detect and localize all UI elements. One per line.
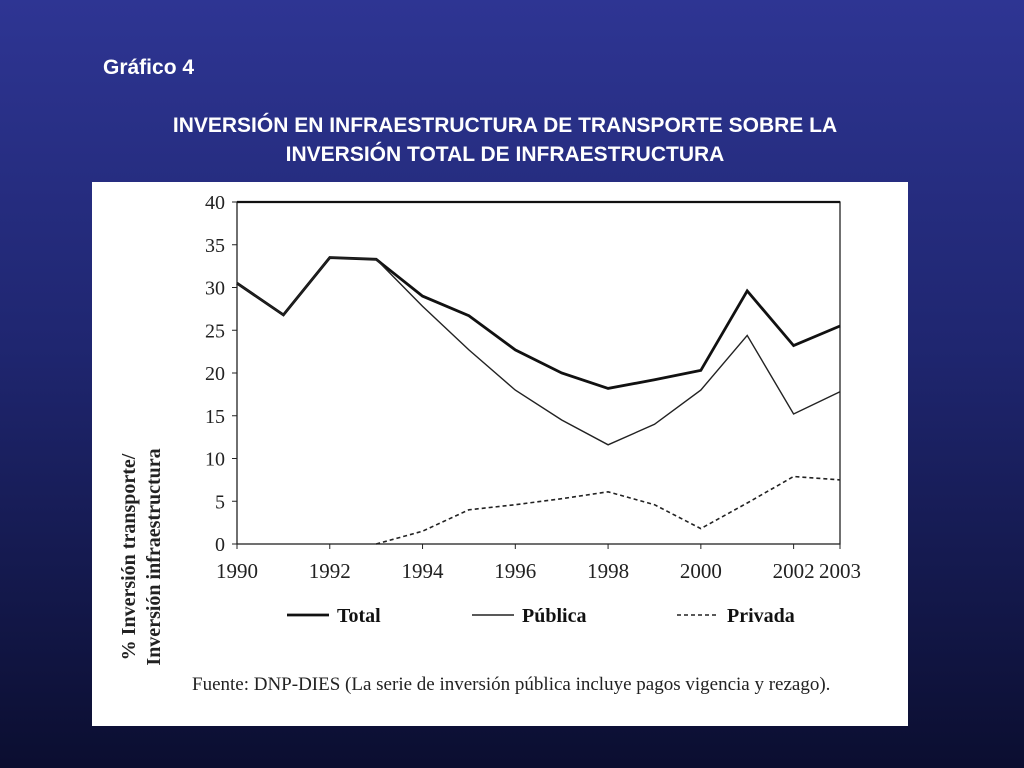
x-tick-label: 2000 — [680, 559, 722, 583]
y-tick-label: 40 — [205, 192, 225, 214]
y-tick-label: 30 — [205, 278, 225, 300]
x-tick-label: 1992 — [309, 559, 351, 583]
chart-title-line2: INVERSIÓN TOTAL DE INFRAESTRUCTURA — [285, 143, 725, 166]
x-tick-label: 2003 — [819, 559, 861, 583]
series-line-pública — [236, 256, 841, 446]
y-tick-label: 0 — [215, 534, 225, 556]
line-chart: % Inversión transporte/ Inversión infrae… — [118, 192, 861, 695]
y-axis-title-line2: Inversión infraestructura — [143, 448, 165, 665]
y-tick-label: 15 — [205, 406, 225, 428]
y-tick-label: 10 — [205, 449, 225, 471]
chart-panel: % Inversión transporte/ Inversión infrae… — [92, 182, 908, 726]
x-tick-label: 1990 — [216, 559, 258, 583]
chart-title-line1: INVERSIÓN EN INFRAESTRUCTURA DE TRANSPOR… — [172, 114, 838, 137]
plot-frame — [236, 201, 841, 545]
series-lines — [236, 256, 841, 545]
plot-area-frame — [236, 200, 841, 545]
x-tick-label: 1996 — [494, 559, 536, 583]
y-tick-label: 25 — [205, 320, 225, 342]
x-tick-label: 1994 — [402, 559, 445, 583]
x-tick-label: 2002 — [773, 559, 815, 583]
y-tick-label: 20 — [205, 363, 225, 385]
x-axis-ticks: 1990 1992 1994 1996 1998 2000 2002 2003 — [216, 544, 861, 583]
series-line-privada — [375, 475, 841, 545]
series-line-total — [236, 256, 841, 390]
legend-label-privada: Privada — [727, 605, 795, 627]
legend-label-total: Total — [337, 605, 381, 627]
legend: Total Pública Privada — [287, 605, 795, 627]
source-note: Fuente: DNP-DIES (La serie de inversión … — [192, 674, 830, 695]
y-axis-title: % Inversión transporte/ Inversión infrae… — [118, 448, 165, 665]
x-tick-label: 1998 — [587, 559, 629, 583]
chart-number-label: Gráfico 4 — [103, 56, 195, 79]
y-axis-ticks: 0 5 10 15 20 25 30 35 40 — [205, 192, 237, 556]
chart-title: INVERSIÓN EN INFRAESTRUCTURA DE TRANSPOR… — [60, 111, 950, 169]
y-tick-label: 35 — [205, 235, 225, 257]
legend-label-pública: Pública — [522, 605, 586, 627]
y-axis-title-line1: % Inversión transporte/ — [118, 453, 140, 660]
y-tick-label: 5 — [215, 491, 225, 513]
